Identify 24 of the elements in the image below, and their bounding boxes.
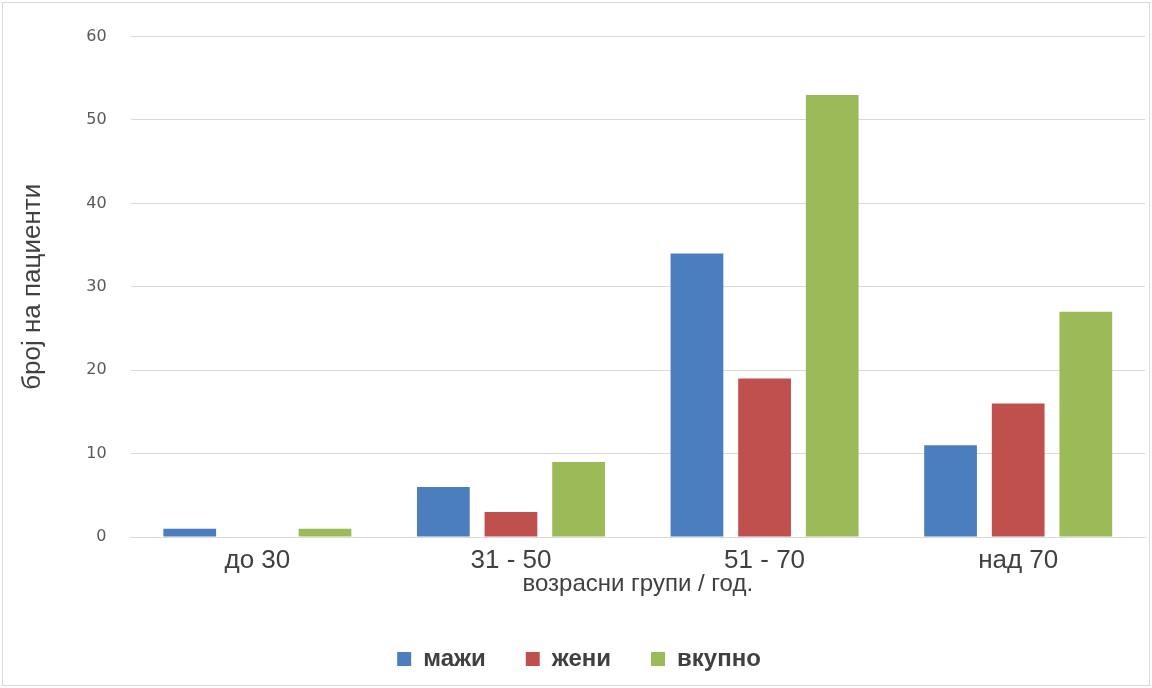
y-tick-label: 0	[96, 526, 107, 546]
bar	[738, 378, 791, 537]
bar	[163, 528, 217, 537]
y-tick-label: 40	[86, 192, 107, 212]
bar	[1059, 311, 1113, 537]
x-tick-label: до 30	[224, 543, 291, 574]
bar	[805, 94, 859, 537]
y-tick-label: 10	[86, 442, 107, 462]
bar	[416, 486, 470, 537]
bar	[298, 528, 352, 537]
legend-label: жени	[550, 643, 612, 671]
bar	[670, 253, 724, 537]
y-tick-label: 60	[86, 25, 107, 45]
legend-label: мажи	[423, 643, 486, 671]
bar	[924, 445, 977, 537]
y-tick-label: 20	[86, 359, 107, 379]
x-tick-label: над 70	[978, 543, 1059, 574]
bar	[991, 403, 1045, 537]
legend-label: вкупно	[677, 643, 761, 671]
y-tick-label: 30	[86, 275, 107, 295]
y-axis-title: број на пациенти	[15, 183, 46, 390]
bar	[552, 461, 605, 537]
bar	[484, 511, 538, 537]
y-tick-label: 50	[86, 109, 107, 129]
